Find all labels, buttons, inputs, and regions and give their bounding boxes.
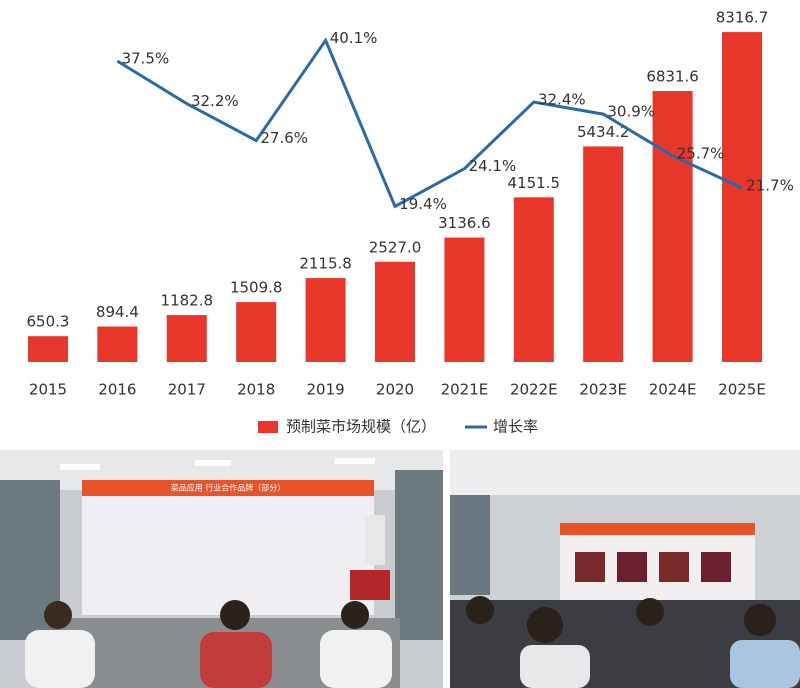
bar-value-label: 1509.8 <box>230 279 283 297</box>
bar <box>722 32 762 362</box>
screen-title: 菜品应用 行业合作品牌（部分） <box>171 483 286 493</box>
bar <box>652 91 693 363</box>
x-tick-label: 2015 <box>29 381 67 399</box>
bar-value-label: 2115.8 <box>299 255 352 273</box>
bar-value-label: 4151.5 <box>508 174 561 192</box>
line-value-label: 32.4% <box>538 91 586 109</box>
line-value-label: 37.5% <box>122 50 170 68</box>
line-value-label: 21.7% <box>746 176 794 194</box>
bar <box>97 326 138 362</box>
bar <box>236 302 277 362</box>
line-value-label: 27.6% <box>260 129 308 147</box>
x-tick-label: 2016 <box>98 381 136 399</box>
bar <box>28 336 68 362</box>
x-tick-label: 2023E <box>579 381 627 399</box>
bar <box>513 197 554 362</box>
growth-line <box>116 37 743 209</box>
bar-value-label: 5434.2 <box>577 123 630 141</box>
line-value-label: 32.2% <box>191 92 239 110</box>
legend-label: 增长率 <box>493 418 538 436</box>
bar-value-label: 6831.6 <box>646 68 699 86</box>
line-value-label: 24.1% <box>469 157 517 175</box>
legend-label: 预制菜市场规模（亿） <box>286 418 436 436</box>
bar <box>444 237 485 362</box>
line-value-label: 25.7% <box>677 144 725 162</box>
bar-value-label: 3136.6 <box>438 214 491 232</box>
bar-value-label: 894.4 <box>96 303 139 321</box>
bar-value-label: 650.3 <box>27 313 70 331</box>
x-tick-label: 2025E <box>718 381 766 399</box>
bar <box>305 278 346 362</box>
x-tick-label: 2022E <box>510 381 558 399</box>
x-tick-label: 2018 <box>237 381 275 399</box>
line-value-label: 30.9% <box>607 103 655 121</box>
x-tick-label: 2020 <box>376 381 414 399</box>
bar-value-label: 2527.0 <box>369 238 422 256</box>
x-tick-label: 2017 <box>168 381 206 399</box>
bar <box>583 146 624 362</box>
photo-right <box>450 450 800 688</box>
x-tick-label: 2024E <box>649 381 697 399</box>
bar <box>166 315 207 362</box>
legend-swatch <box>258 421 278 433</box>
x-tick-label: 2021E <box>441 381 489 399</box>
bar <box>375 261 415 362</box>
bar-value-label: 8316.7 <box>716 9 769 27</box>
bar-value-label: 1182.8 <box>161 292 214 310</box>
watermark-sub: STARLIGHT <box>380 282 600 317</box>
line-value-label: 40.1% <box>330 29 378 47</box>
photo-left: 菜品应用 行业合作品牌（部分） <box>0 450 443 688</box>
x-tick-label: 2019 <box>307 381 345 399</box>
line-value-label: 19.4% <box>399 195 447 213</box>
